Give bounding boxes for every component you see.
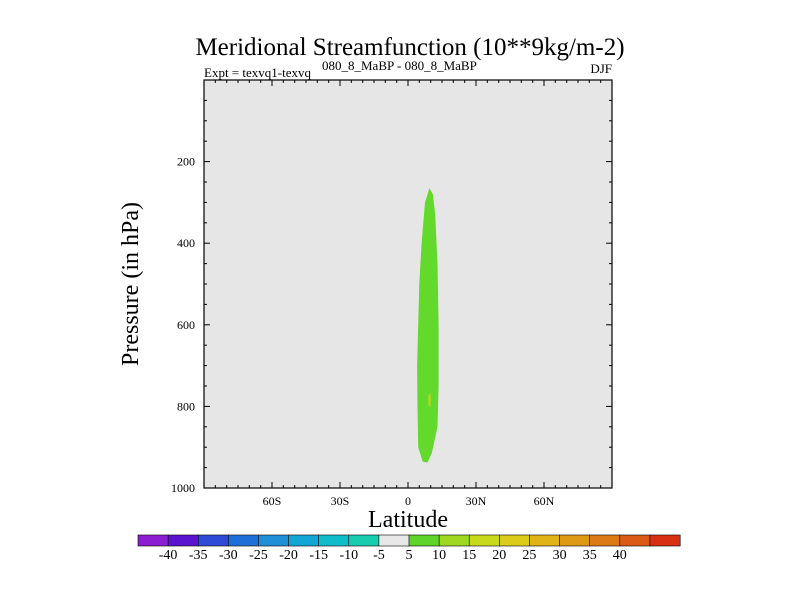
colorbar-label: -30	[219, 548, 238, 563]
y-tick-label: 600	[177, 318, 195, 332]
colorbar-label: -20	[279, 548, 298, 563]
y-tick-label: 1000	[171, 481, 195, 495]
colorbar-box	[468, 534, 500, 547]
colorbar-label: -25	[249, 548, 268, 563]
colorbar-box	[529, 534, 561, 547]
colorbar-box	[649, 534, 681, 547]
colorbar-label: -10	[339, 548, 358, 563]
colorbar-label: -15	[309, 548, 328, 563]
x-tick-label: 30S	[331, 494, 350, 508]
y-axis-label: Pressure (in hPa)	[118, 202, 144, 366]
chart-title: Meridional Streamfunction (10**9kg/m-2)	[195, 34, 624, 61]
colorbar-box	[228, 534, 259, 547]
colorbar-box	[438, 534, 470, 547]
colorbar-box	[258, 534, 290, 547]
colorbar-box	[167, 534, 199, 547]
y-tick-label: 800	[177, 399, 195, 413]
colorbar-box	[378, 534, 410, 547]
contour-spot	[428, 393, 431, 408]
x-axis-label: Latitude	[368, 507, 448, 533]
colorbar-label: 15	[462, 548, 476, 563]
colorbar-label: 25	[522, 548, 536, 563]
colorbar-label: -40	[159, 548, 178, 563]
axis-ticks: 60S 30S 0 30N 60N 200 400 600 800 1000	[171, 79, 613, 508]
y-tick-label: 200	[177, 155, 195, 169]
colorbar: -40 -35 -30 -25 -20 -15 -10 -5 5 10 15 20 25 30 35 40	[137, 534, 681, 563]
contour-layer	[417, 188, 439, 463]
colorbar-box	[137, 534, 169, 547]
y-tick-label: 400	[177, 236, 195, 250]
colorbar-label: 35	[583, 548, 597, 563]
colorbar-box	[589, 534, 621, 547]
season-label: DJF	[590, 61, 612, 76]
colorbar-label: 30	[553, 548, 567, 563]
colorbar-box	[499, 534, 530, 547]
x-tick-label: 30N	[466, 494, 487, 508]
x-tick-label: 0	[405, 494, 411, 508]
experiment-label-b: 080_8_MaBP - 080_8_MaBP	[322, 58, 477, 73]
colorbar-label: -35	[189, 548, 208, 563]
x-tick-label: 60S	[263, 494, 282, 508]
colorbar-label: 40	[613, 548, 627, 563]
x-tick-label: 60N	[534, 494, 555, 508]
colorbar-box	[348, 534, 380, 547]
plot-area	[204, 80, 612, 488]
colorbar-box	[619, 534, 651, 547]
positive-streamfunction-cell	[417, 188, 439, 463]
experiment-label-a: Expt = texvq1-texvq	[204, 65, 311, 80]
colorbar-box	[197, 534, 229, 547]
colorbar-box	[318, 534, 350, 547]
colorbar-label: 5	[406, 548, 413, 563]
colorbar-box	[408, 534, 440, 547]
colorbar-box	[559, 534, 591, 547]
colorbar-box	[288, 534, 320, 547]
colorbar-label: -5	[373, 548, 385, 563]
colorbar-label: 10	[432, 548, 446, 563]
colorbar-label: 20	[492, 548, 506, 563]
